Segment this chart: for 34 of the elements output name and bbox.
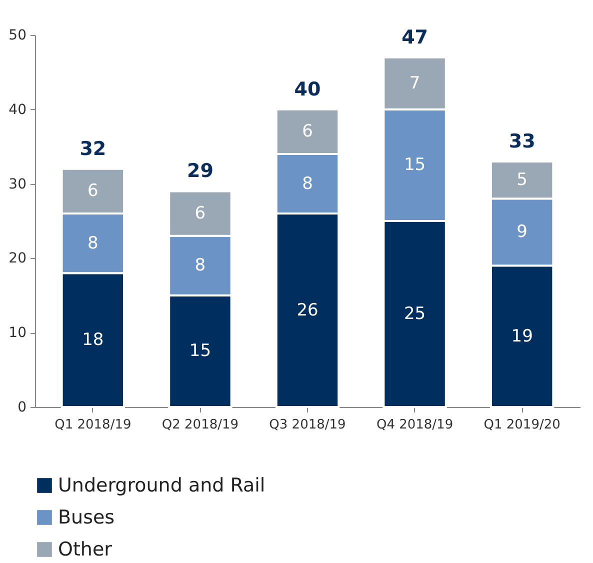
data-label: 8 bbox=[302, 174, 313, 194]
y-tick-label: 20 bbox=[8, 250, 26, 267]
x-tick-label: Q1 2018/19 bbox=[54, 418, 132, 432]
y-tick-label: 0 bbox=[18, 400, 26, 416]
total-label: 47 bbox=[402, 26, 428, 48]
y-tick-label: 50 bbox=[8, 28, 26, 44]
x-tick-label: Q2 2018/19 bbox=[162, 418, 239, 432]
total-label: 33 bbox=[508, 130, 536, 152]
data-label: 9 bbox=[516, 222, 528, 242]
data-label: 26 bbox=[296, 300, 318, 320]
y-tick-label: 30 bbox=[8, 176, 26, 192]
data-label: 6 bbox=[88, 181, 98, 202]
data-label: 6 bbox=[302, 122, 313, 142]
x-tick-label: Q4 2018/19 bbox=[376, 418, 454, 432]
data-label: 19 bbox=[511, 326, 533, 346]
legend-label: Buses bbox=[58, 506, 115, 528]
total-label: 29 bbox=[186, 160, 214, 182]
y-tick-label: 40 bbox=[8, 102, 26, 118]
legend-label: Other bbox=[58, 538, 112, 560]
data-label: 15 bbox=[189, 341, 212, 362]
legend-label: Underground and Rail bbox=[58, 474, 266, 496]
data-label: 18 bbox=[82, 330, 104, 350]
total-label: 32 bbox=[80, 138, 106, 160]
total-label: 40 bbox=[294, 78, 321, 100]
data-label: 8 bbox=[88, 233, 98, 254]
data-label: 15 bbox=[404, 155, 426, 176]
data-label: 8 bbox=[194, 256, 206, 276]
data-label: 25 bbox=[404, 304, 426, 324]
data-label: 7 bbox=[409, 73, 420, 94]
x-tick-label: Q1 2019/20 bbox=[484, 418, 560, 432]
y-tick-label: 10 bbox=[8, 325, 26, 342]
x-tick-label: Q3 2018/19 bbox=[269, 418, 346, 432]
data-label: 5 bbox=[516, 170, 528, 190]
data-label: 6 bbox=[194, 204, 206, 224]
